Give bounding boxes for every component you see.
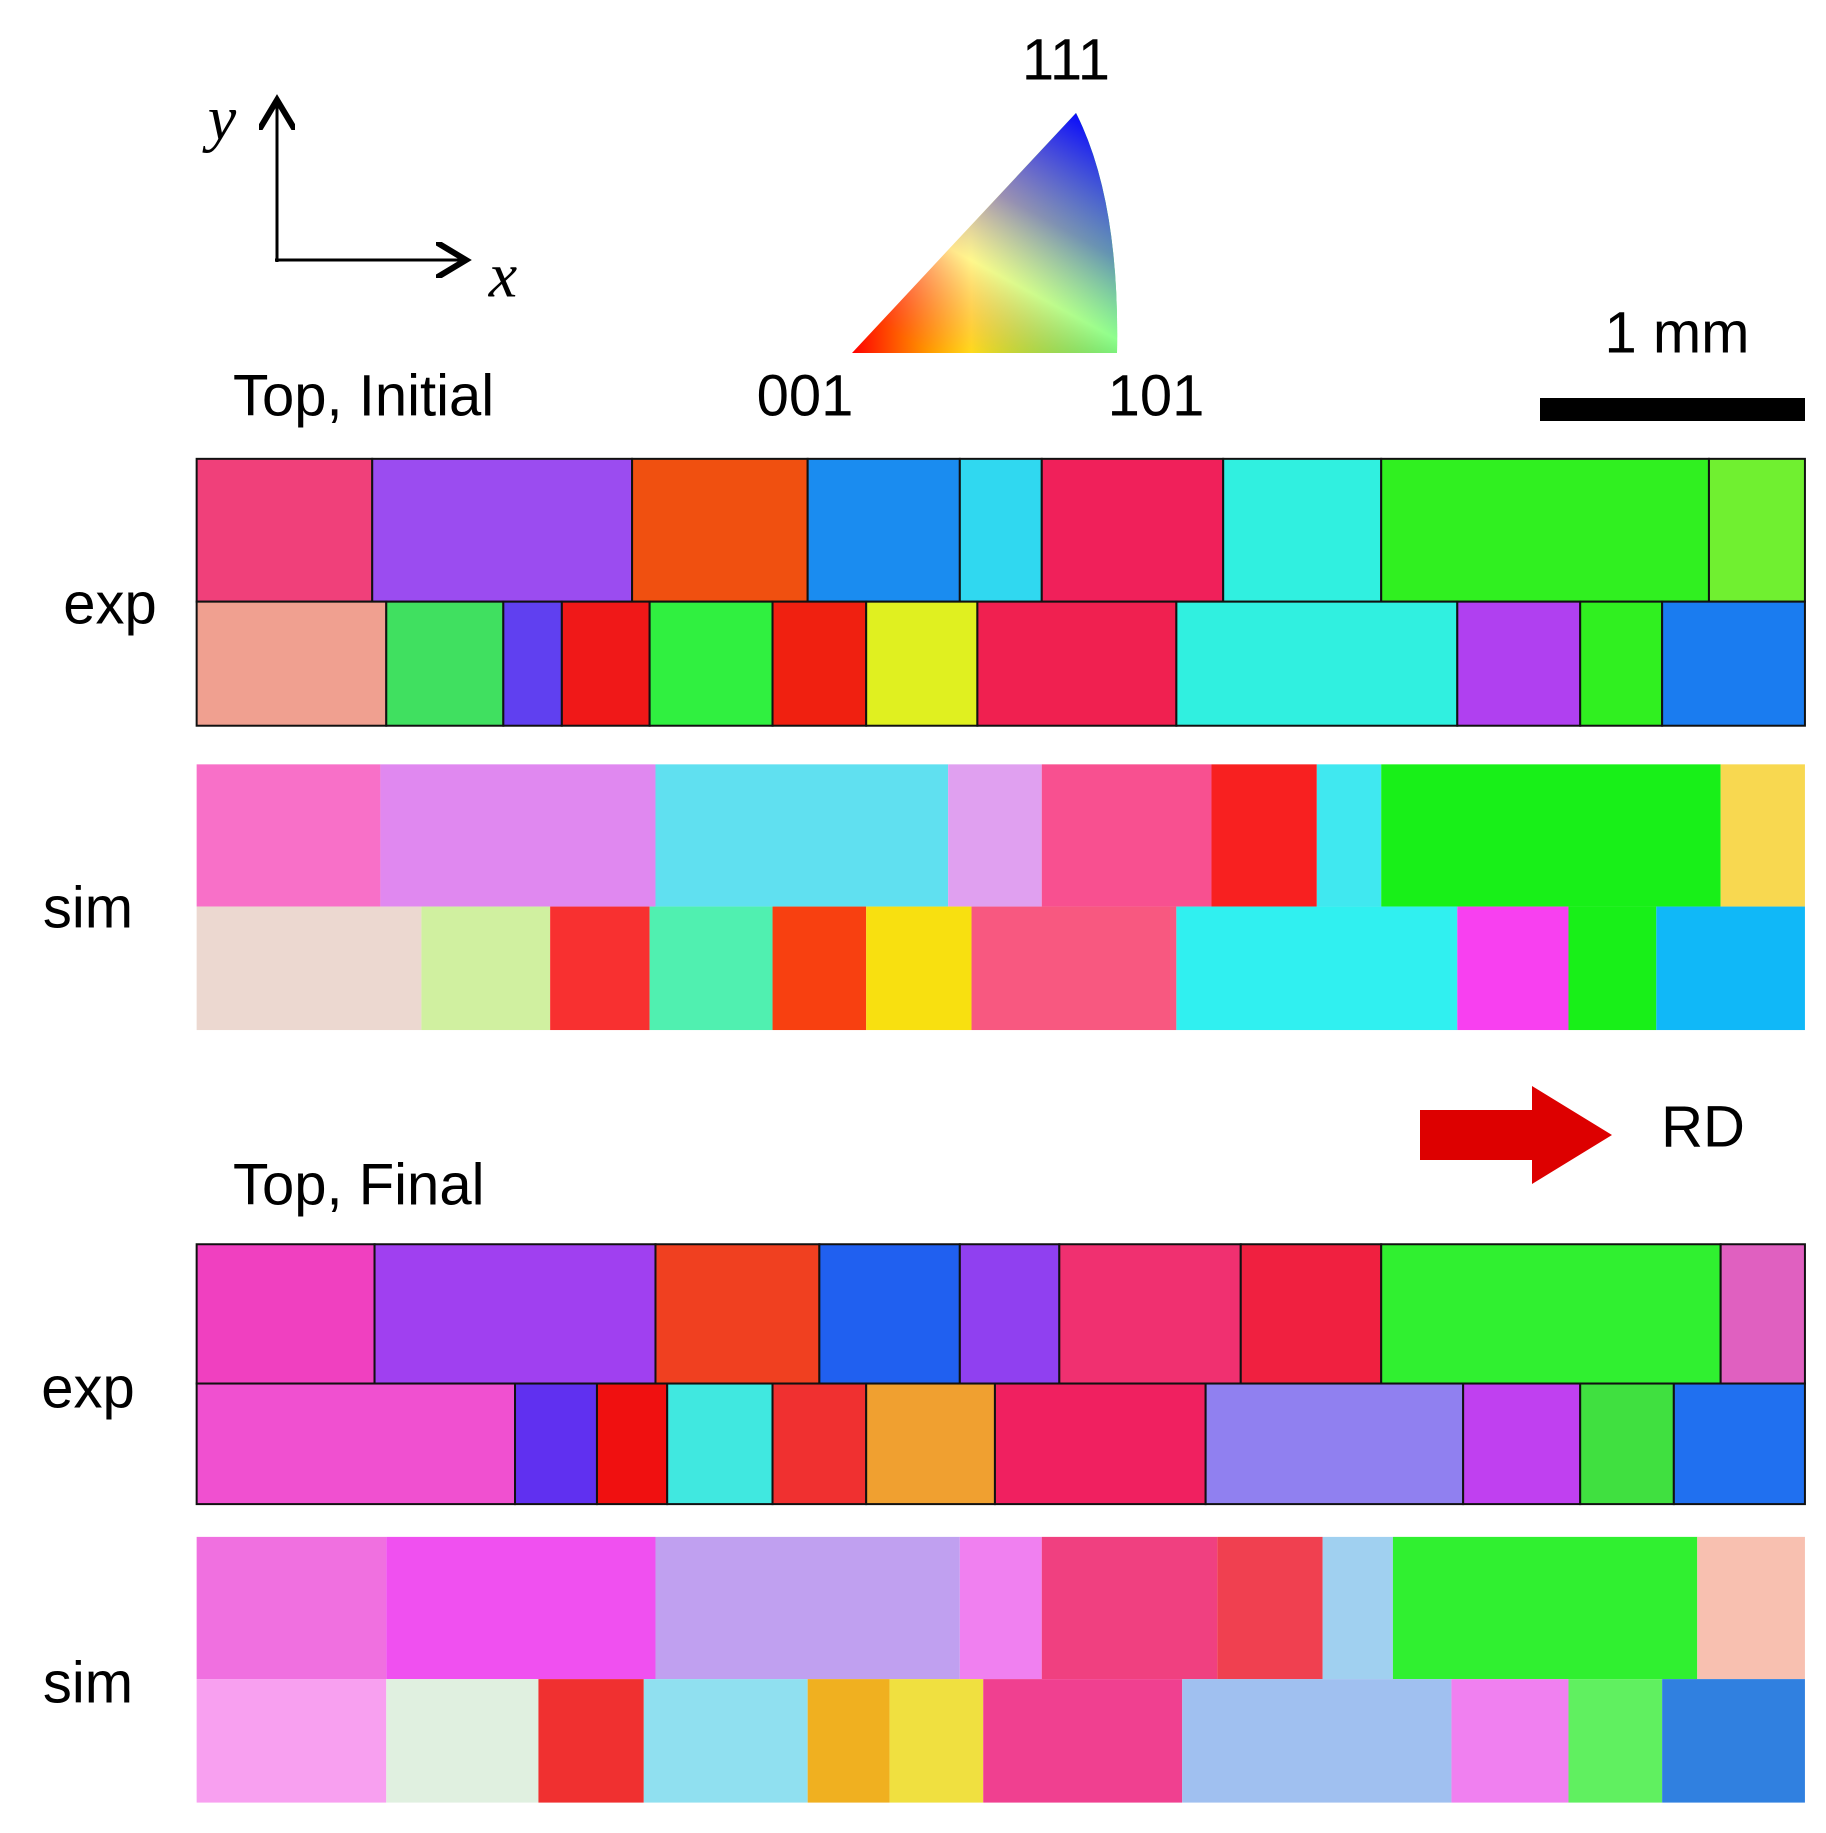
grain (1222, 457, 1383, 603)
section-title: Top, Initial (233, 363, 494, 428)
grain (196, 906, 422, 1031)
grain (948, 764, 1042, 907)
grain (654, 1243, 821, 1385)
grain (993, 1382, 1207, 1506)
grain (196, 1679, 387, 1803)
grain (983, 1679, 1183, 1803)
ipf-label: 001 (757, 363, 854, 428)
grain (1661, 600, 1806, 727)
grain (373, 1243, 657, 1385)
rd-arrow (1420, 1086, 1612, 1184)
grain (385, 600, 505, 727)
grain (643, 1679, 808, 1803)
grain (865, 1382, 996, 1506)
y-label: y (202, 83, 237, 154)
grain (195, 457, 374, 603)
grain (1697, 1536, 1805, 1680)
grain (649, 906, 773, 1031)
grain (560, 600, 651, 727)
grain (958, 1243, 1061, 1385)
grain (1058, 1243, 1242, 1385)
grain (959, 1536, 1042, 1680)
grain (386, 1679, 539, 1803)
grain (806, 457, 961, 603)
grain (1182, 1679, 1452, 1803)
grain (386, 1536, 656, 1680)
grain (958, 457, 1043, 603)
grain (1457, 906, 1569, 1031)
row-label: exp (41, 1355, 135, 1420)
grain (538, 1679, 644, 1803)
grain (807, 1679, 890, 1803)
grain (655, 764, 949, 907)
grain (971, 906, 1177, 1031)
grain (1579, 600, 1664, 727)
grain (195, 1382, 517, 1506)
row-label: sim (43, 875, 133, 940)
grain (1381, 764, 1721, 907)
grain (196, 1536, 387, 1680)
grain (1451, 1679, 1569, 1803)
grain (1456, 600, 1582, 727)
grain (1204, 1382, 1465, 1506)
grain (1380, 1243, 1722, 1385)
direction-label: RD (1661, 1094, 1745, 1159)
grain (1719, 1243, 1806, 1385)
scale-label: 1 mm (1605, 300, 1750, 365)
grain (771, 1382, 868, 1506)
row-label: exp (63, 571, 157, 636)
grain (666, 1382, 774, 1506)
grain (631, 457, 809, 603)
x-label: x (488, 240, 517, 311)
grain (1322, 1536, 1393, 1680)
grain (648, 600, 774, 727)
orientation-maps (195, 457, 1806, 1803)
grain (550, 906, 650, 1031)
grain (866, 906, 972, 1031)
grain (502, 600, 563, 727)
grain (1175, 600, 1459, 727)
grain (1380, 457, 1710, 603)
grain (1662, 1679, 1805, 1803)
ipf-triangle-shade (852, 113, 1118, 353)
scale-bar (1540, 398, 1805, 421)
grain (889, 1679, 984, 1803)
ipf-label: 101 (1108, 363, 1205, 428)
section-title: Top, Final (233, 1152, 484, 1217)
grain (865, 600, 979, 727)
row-label: sim (43, 1650, 133, 1715)
grain (380, 764, 656, 907)
grain (1568, 906, 1657, 1031)
grain (1720, 764, 1805, 907)
grain (195, 1243, 376, 1385)
grain (1707, 457, 1806, 603)
grain (1040, 457, 1225, 603)
grain (1041, 764, 1212, 907)
grain (1239, 1243, 1383, 1385)
grain (771, 600, 868, 727)
grain (371, 457, 634, 603)
ipf-label: 111 (1022, 27, 1110, 92)
grain (1217, 1536, 1323, 1680)
grain (1316, 764, 1382, 907)
grain (1672, 1382, 1806, 1506)
grain (772, 906, 867, 1031)
grain (1176, 906, 1458, 1031)
grain (818, 1243, 961, 1385)
grain (1041, 1536, 1218, 1680)
grain (514, 1382, 598, 1506)
grain (1579, 1382, 1675, 1506)
grain (595, 1382, 669, 1506)
grain (976, 600, 1178, 727)
grain (195, 600, 388, 727)
grain (421, 906, 551, 1031)
grain (1211, 764, 1317, 907)
grain (1462, 1382, 1582, 1506)
grain (196, 764, 381, 907)
grain (655, 1536, 960, 1680)
grain (1392, 1536, 1698, 1680)
grain (1568, 1679, 1663, 1803)
grain (1656, 906, 1805, 1031)
